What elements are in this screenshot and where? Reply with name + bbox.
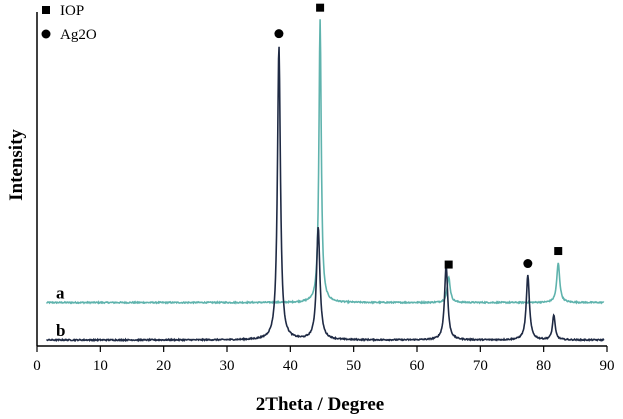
series-label-b: b — [56, 321, 65, 340]
x-tick-label: 60 — [410, 358, 425, 374]
series-b-trace — [46, 46, 605, 343]
x-tick-label: 80 — [536, 358, 551, 374]
axes — [36, 12, 607, 347]
ag2o-marker — [523, 259, 533, 269]
iop-marker — [316, 3, 325, 12]
x-axis-label: 2Theta / Degree — [256, 394, 384, 415]
legend-label: Ag2O — [60, 27, 97, 43]
x-tick-label: 50 — [346, 358, 361, 374]
traces — [45, 19, 605, 343]
series-labels: ab — [56, 284, 65, 340]
legend-label: IOP — [60, 3, 84, 19]
ag2o-marker — [274, 29, 284, 39]
x-tick-label: 90 — [600, 358, 615, 374]
x-tick-label: 0 — [33, 358, 41, 374]
x-ticks: 0 10 20 30 40 50 60 70 80 90 — [33, 346, 615, 374]
x-tick-label: 10 — [93, 358, 108, 374]
series-label-a: a — [56, 284, 65, 303]
x-tick-label: 70 — [473, 358, 488, 374]
legend: IOP Ag2O — [41, 3, 97, 43]
series-a-trace — [45, 19, 605, 305]
iop-marker — [554, 247, 563, 256]
y-axis-label: Intensity — [6, 129, 27, 201]
iop-marker — [444, 260, 453, 269]
x-tick-label: 40 — [283, 358, 298, 374]
legend-square-icon — [42, 6, 50, 14]
x-tick-label: 30 — [220, 358, 235, 374]
x-tick-label: 20 — [156, 358, 171, 374]
peak-markers — [274, 3, 563, 269]
legend-circle-icon — [41, 29, 51, 39]
